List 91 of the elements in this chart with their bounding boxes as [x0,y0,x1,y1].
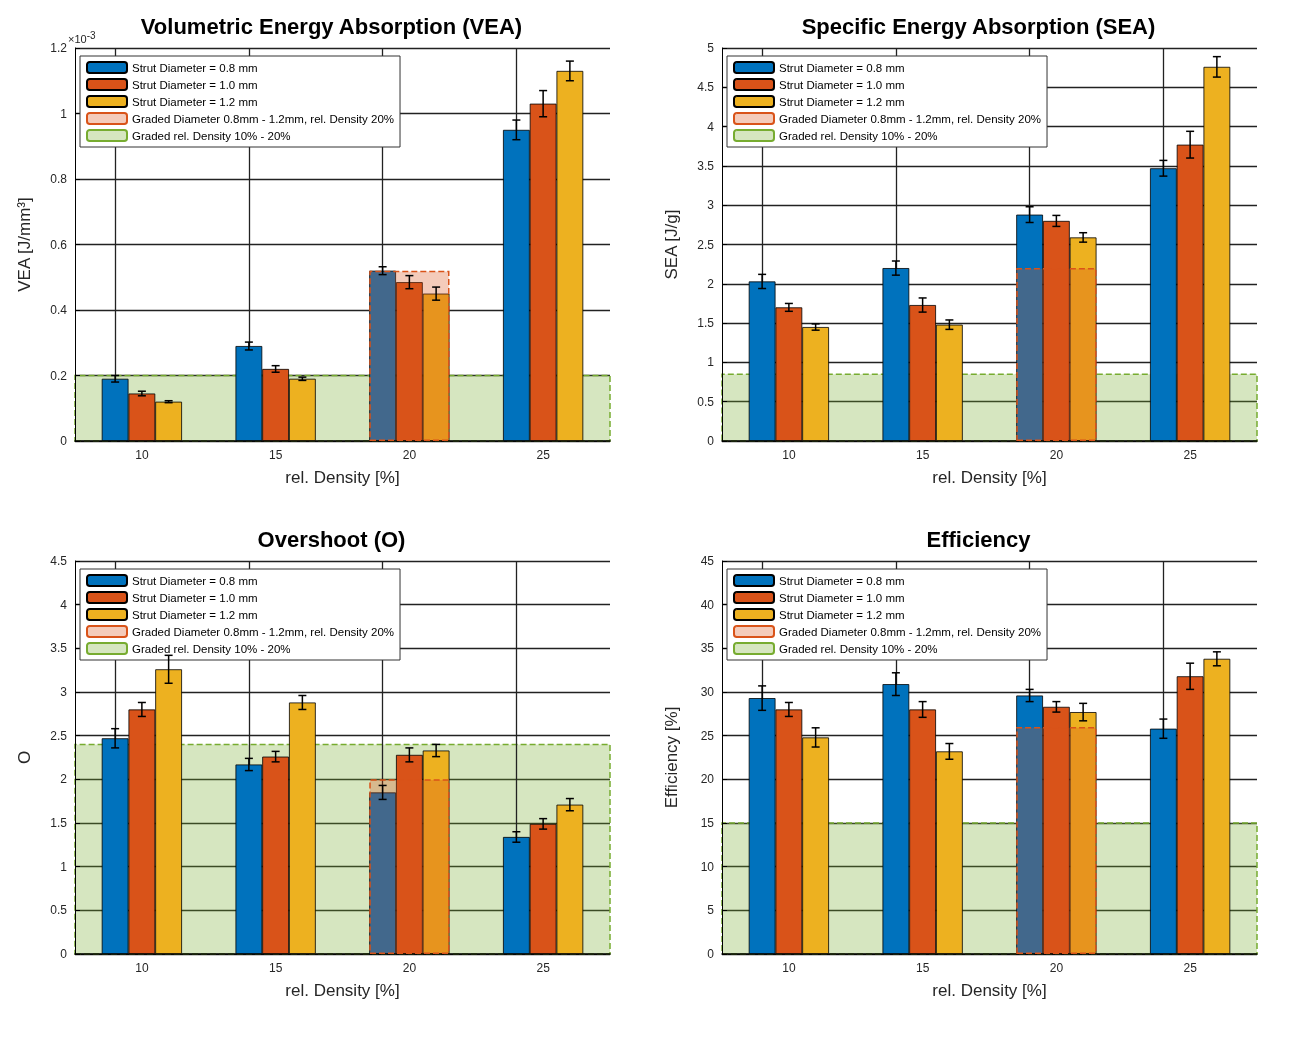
y-tick-label: 30 [700,685,715,699]
bar [369,779,450,954]
y-tick-label: 2.5 [697,237,715,252]
legend-label: Strut Diameter = 0.8 mm [132,574,258,587]
y-tick-label: 2 [707,276,715,291]
legend-label: Strut Diameter = 0.8 mm [132,61,258,74]
x-tick-label: 25 [536,448,551,462]
legend-label: Strut Diameter = 1.0 mm [132,591,258,604]
y-tick-label: 0 [707,434,715,448]
y-tick-label: 0.5 [50,903,68,918]
x-tick-label: 15 [268,448,283,462]
legend-label: Graded Diameter 0.8mm - 1.2mm, rel. Density 20% [132,625,395,638]
y-tick-label: 4.5 [50,554,68,568]
y-tick-label: 0.6 [50,237,68,252]
legend-label: Strut Diameter = 1.2 mm [779,608,905,621]
legend-label: Graded rel. Density 10% - 20% [132,129,291,142]
x-axis-title: rel. Density [%] [285,468,400,487]
y-tick-label: 1.5 [50,816,68,830]
y-tick-label: 4.5 [697,80,715,95]
y-tick-label: 1 [707,355,715,370]
bar [369,270,450,441]
x-tick-label: 10 [782,448,796,462]
x-tick-label: 10 [135,961,149,975]
y-tick-label: 40 [700,597,715,612]
y-tick-label: 0.8 [50,172,68,186]
x-tick-label: 10 [135,448,149,462]
y-tick-label: 20 [700,772,715,787]
legend-label: Strut Diameter = 1.2 mm [132,608,258,621]
y-tick-label: 0.2 [50,368,68,383]
y-axis-title: SEA [J/g] [662,209,681,280]
y-tick-label: 5 [707,903,715,918]
chart-title: Overshoot (O) [257,526,406,552]
x-tick-label: 20 [402,961,417,975]
bar [1016,268,1097,441]
legend-label: Strut Diameter = 1.2 mm [779,95,905,108]
x-tick-label: 15 [915,961,930,975]
legend-label: Strut Diameter = 1.0 mm [779,591,905,604]
y-tick-label: 35 [700,641,715,656]
y-tick-label: 0 [60,434,68,448]
y-axis-title: O [15,750,34,765]
y-tick-label: 3 [707,198,715,213]
x-tick-label: 10 [782,961,796,975]
y-tick-label: 4 [707,119,715,134]
y-tick-label: 3 [60,685,68,699]
legend-label: Strut Diameter = 0.8 mm [779,574,905,587]
legend-label: Strut Diameter = 1.0 mm [132,78,258,91]
y-tick-label: 1.5 [697,316,715,331]
y-tick-label: 0 [707,947,715,961]
y-tick-label: 2 [60,772,68,787]
y-tick-label: 0.4 [50,303,68,317]
x-tick-label: 25 [1183,961,1198,975]
x-axis-title: rel. Density [%] [285,981,400,1000]
legend-label: Graded Diameter 0.8mm - 1.2mm, rel. Density 20% [779,112,1042,125]
y-tick-label: 5 [707,41,715,55]
y-tick-label: 1.2 [50,41,68,55]
x-tick-label: 15 [268,961,283,975]
legend-label: Strut Diameter = 1.2 mm [132,95,258,108]
legend-label: Graded rel. Density 10% - 20% [779,129,938,142]
chart-title: Efficiency [926,526,1032,552]
legend-label: Strut Diameter = 1.0 mm [779,78,905,91]
legend-label: Graded Diameter 0.8mm - 1.2mm, rel. Density 20% [132,112,395,125]
bar [1016,726,1097,954]
y-tick-label: 45 [700,554,715,568]
y-axis-title: Efficiency [%] [662,706,681,809]
x-axis-title: rel. Density [%] [932,981,1047,1000]
y-tick-label: 3.5 [50,641,68,656]
legend-label: Strut Diameter = 0.8 mm [779,61,905,74]
y-tick-label: 1 [60,859,68,874]
y-axis-title: VEA [J/mm³] [15,197,34,292]
y-tick-label: 15 [700,816,715,830]
legend-label: Graded rel. Density 10% - 20% [779,642,938,655]
y-tick-label: 1 [60,106,68,121]
text: ×10-3 [68,29,96,45]
y-tick-label: 3.5 [697,158,715,173]
y-tick-label: 4 [60,597,68,612]
y-tick-label: 0 [60,947,68,961]
x-tick-label: 20 [1049,961,1064,975]
chart-title: Specific Energy Absorption (SEA) [801,13,1156,39]
y-tick-label: 0.5 [697,394,715,409]
x-tick-label: 15 [915,448,930,462]
legend-label: Graded Diameter 0.8mm - 1.2mm, rel. Density 20% [779,625,1042,638]
x-axis-title: rel. Density [%] [932,468,1047,487]
y-tick-label: 10 [700,859,715,874]
y-tick-label: 2.5 [50,728,68,743]
x-tick-label: 20 [402,448,417,462]
x-tick-label: 20 [1049,448,1064,462]
chart-title: Volumetric Energy Absorption (VEA) [140,13,523,39]
x-tick-label: 25 [1183,448,1198,462]
legend-label: Graded rel. Density 10% - 20% [132,642,291,655]
y-tick-label: 25 [700,728,715,743]
x-tick-label: 25 [536,961,551,975]
